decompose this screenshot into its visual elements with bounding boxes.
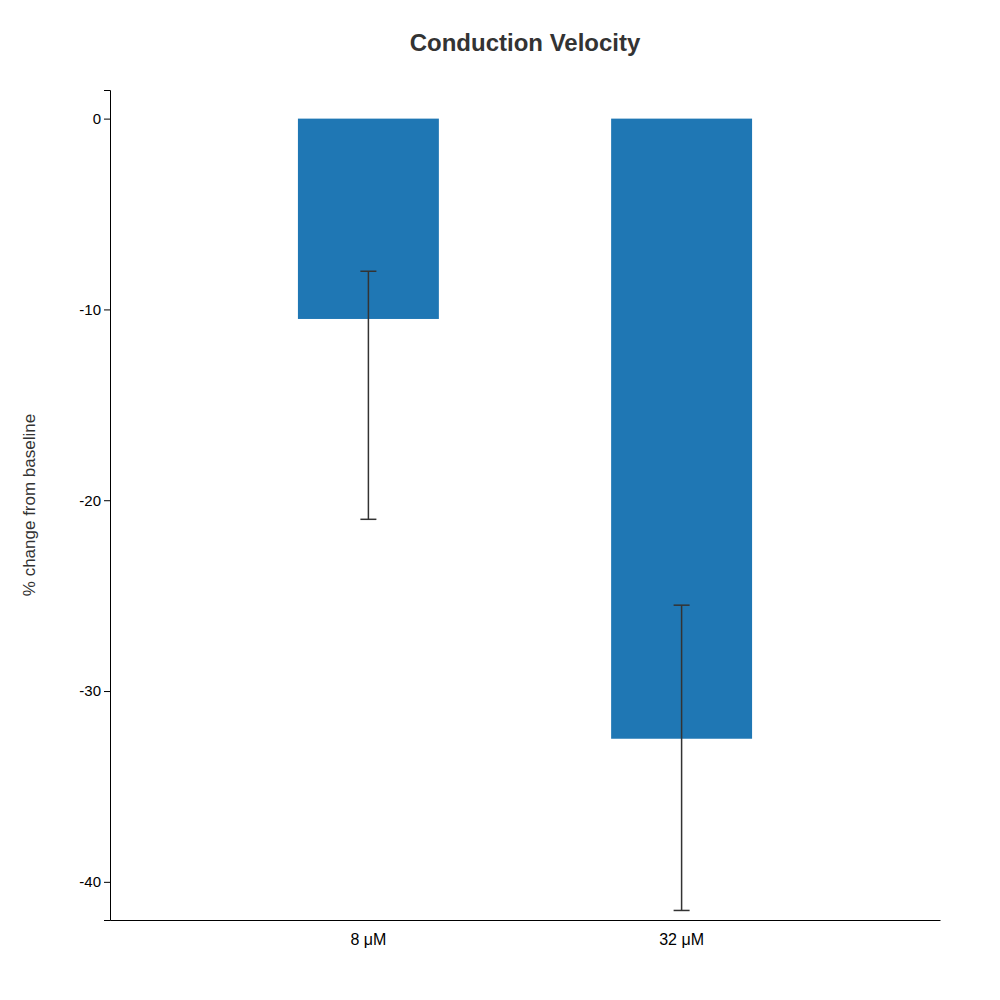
x-tick-label: 8 μM: [350, 931, 386, 948]
x-axis-line: [111, 920, 941, 921]
y-tick: -20: [79, 492, 110, 509]
marks: [298, 119, 752, 911]
y-tick-label: -30: [79, 682, 101, 699]
error-bar-cap-upper: [360, 271, 376, 273]
error-bar-stem: [681, 605, 683, 910]
error-bar-cap-upper: [674, 604, 690, 606]
y-tick-label: 0: [93, 110, 101, 127]
y-tick: 0: [93, 110, 110, 127]
y-axis-title: % change from baseline: [20, 414, 39, 596]
y-tick-mark: [104, 882, 110, 883]
y-tick: -40: [79, 873, 110, 890]
x-axis: 8 μM 32 μM: [111, 920, 941, 948]
chart: 0 -10 -20 -30 -40 8 μM 32 μM Conduction Velocit…: [0, 0, 1000, 1000]
y-tick-mark: [104, 309, 110, 310]
x-tick: 32 μM: [659, 920, 704, 948]
y-axis: 0 -10 -20 -30 -40: [79, 91, 110, 921]
y-tick-label: -10: [79, 301, 101, 318]
title: Conduction Velocity: [410, 29, 641, 56]
error-bar-stem: [368, 271, 370, 519]
error-bar: [674, 605, 690, 910]
y-tick-label: -40: [79, 873, 101, 890]
y-tick-label: -20: [79, 492, 101, 509]
y-tick-mark: [104, 691, 110, 692]
x-tick: 8 μM: [350, 920, 386, 948]
y-axis-line: [104, 91, 111, 921]
y-tick: -30: [79, 682, 110, 699]
y-tick: -10: [79, 301, 110, 318]
plot: 0 -10 -20 -30 -40 8 μM 32 μM: [79, 91, 940, 949]
y-tick-mark: [104, 500, 110, 501]
error-bar-cap-lower: [360, 519, 376, 521]
x-tick-label: 32 μM: [659, 931, 704, 948]
error-bar-cap-lower: [674, 910, 690, 912]
y-tick-mark: [104, 119, 110, 120]
error-bar: [360, 271, 376, 519]
